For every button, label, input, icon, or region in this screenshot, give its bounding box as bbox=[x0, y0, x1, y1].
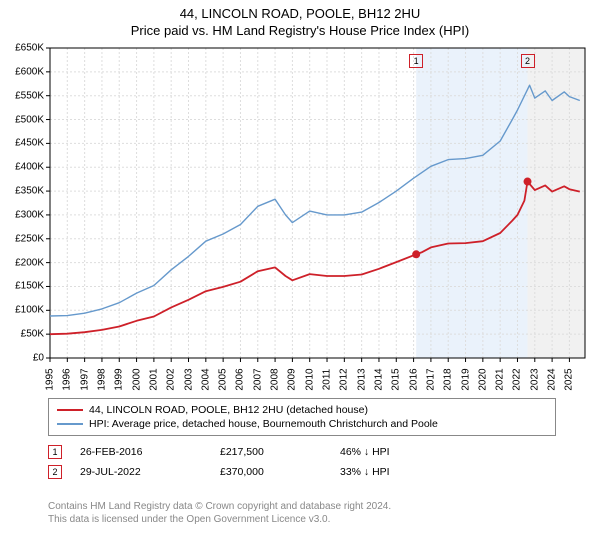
x-tick-label: 2003 bbox=[183, 368, 194, 390]
x-tick-label: 2018 bbox=[443, 368, 454, 390]
event-delta: 33% ↓ HPI bbox=[340, 466, 460, 478]
y-tick-label: £550K bbox=[0, 90, 44, 101]
x-tick-label: 2015 bbox=[391, 368, 402, 390]
chart-event-marker: 1 bbox=[409, 54, 423, 68]
event-delta: 46% ↓ HPI bbox=[340, 446, 460, 458]
y-tick-label: £350K bbox=[0, 186, 44, 197]
x-tick-label: 1995 bbox=[45, 368, 56, 390]
y-tick-label: £600K bbox=[0, 66, 44, 77]
y-tick-label: £300K bbox=[0, 209, 44, 220]
y-tick-label: £450K bbox=[0, 138, 44, 149]
x-tick-label: 1999 bbox=[114, 368, 125, 390]
x-tick-label: 2000 bbox=[131, 368, 142, 390]
y-tick-label: £650K bbox=[0, 43, 44, 54]
y-tick-label: £150K bbox=[0, 281, 44, 292]
legend-item: HPI: Average price, detached house, Bour… bbox=[57, 417, 547, 431]
x-tick-label: 2002 bbox=[166, 368, 177, 390]
x-tick-label: 2012 bbox=[339, 368, 350, 390]
event-marker: 2 bbox=[48, 465, 62, 479]
x-tick-label: 2001 bbox=[148, 368, 159, 390]
x-tick-label: 2013 bbox=[356, 368, 367, 390]
y-tick-label: £400K bbox=[0, 162, 44, 173]
x-tick-label: 2025 bbox=[564, 368, 575, 390]
legend-label: 44, LINCOLN ROAD, POOLE, BH12 2HU (detac… bbox=[89, 404, 368, 416]
x-tick-label: 2017 bbox=[425, 368, 436, 390]
chart-event-marker: 2 bbox=[521, 54, 535, 68]
y-tick-label: £0 bbox=[0, 353, 44, 364]
chart-svg bbox=[0, 0, 590, 366]
y-tick-label: £250K bbox=[0, 233, 44, 244]
x-tick-label: 2016 bbox=[408, 368, 419, 390]
x-tick-label: 2021 bbox=[495, 368, 506, 390]
x-tick-label: 2020 bbox=[477, 368, 488, 390]
x-tick-label: 1998 bbox=[96, 368, 107, 390]
event-price: £217,500 bbox=[220, 446, 340, 458]
x-tick-label: 1997 bbox=[79, 368, 90, 390]
y-tick-label: £50K bbox=[0, 329, 44, 340]
event-date: 26-FEB-2016 bbox=[80, 446, 220, 458]
events-table: 1 26-FEB-2016£217,50046% ↓ HPI 2 29-JUL-202… bbox=[48, 442, 460, 482]
x-tick-label: 1996 bbox=[62, 368, 73, 390]
legend-swatch bbox=[57, 409, 83, 411]
y-tick-label: £500K bbox=[0, 114, 44, 125]
y-tick-label: £200K bbox=[0, 257, 44, 268]
container: 44, LINCOLN ROAD, POOLE, BH12 2HU Price … bbox=[0, 0, 600, 560]
x-tick-label: 2009 bbox=[287, 368, 298, 390]
x-tick-label: 2024 bbox=[547, 368, 558, 390]
event-row: 1 26-FEB-2016£217,50046% ↓ HPI bbox=[48, 442, 460, 462]
event-marker: 1 bbox=[48, 445, 62, 459]
x-tick-label: 2007 bbox=[252, 368, 263, 390]
event-price: £370,000 bbox=[220, 466, 340, 478]
footer-line: Contains HM Land Registry data © Crown c… bbox=[48, 500, 556, 513]
x-tick-label: 2019 bbox=[460, 368, 471, 390]
x-tick-label: 2022 bbox=[512, 368, 523, 390]
x-tick-label: 2005 bbox=[218, 368, 229, 390]
x-tick-label: 2023 bbox=[529, 368, 540, 390]
x-tick-label: 2006 bbox=[235, 368, 246, 390]
footer-line: This data is licensed under the Open Gov… bbox=[48, 513, 556, 526]
event-row: 2 29-JUL-2022£370,00033% ↓ HPI bbox=[48, 462, 460, 482]
x-tick-label: 2010 bbox=[304, 368, 315, 390]
y-tick-label: £100K bbox=[0, 305, 44, 316]
x-tick-label: 2004 bbox=[200, 368, 211, 390]
legend-item: 44, LINCOLN ROAD, POOLE, BH12 2HU (detac… bbox=[57, 403, 547, 417]
legend-swatch bbox=[57, 423, 83, 425]
event-date: 29-JUL-2022 bbox=[80, 466, 220, 478]
x-tick-label: 2014 bbox=[373, 368, 384, 390]
footer-text: Contains HM Land Registry data © Crown c… bbox=[48, 500, 556, 526]
legend-label: HPI: Average price, detached house, Bour… bbox=[89, 418, 438, 430]
x-tick-label: 2008 bbox=[270, 368, 281, 390]
legend-box: 44, LINCOLN ROAD, POOLE, BH12 2HU (detac… bbox=[48, 398, 556, 436]
x-tick-label: 2011 bbox=[322, 369, 333, 391]
